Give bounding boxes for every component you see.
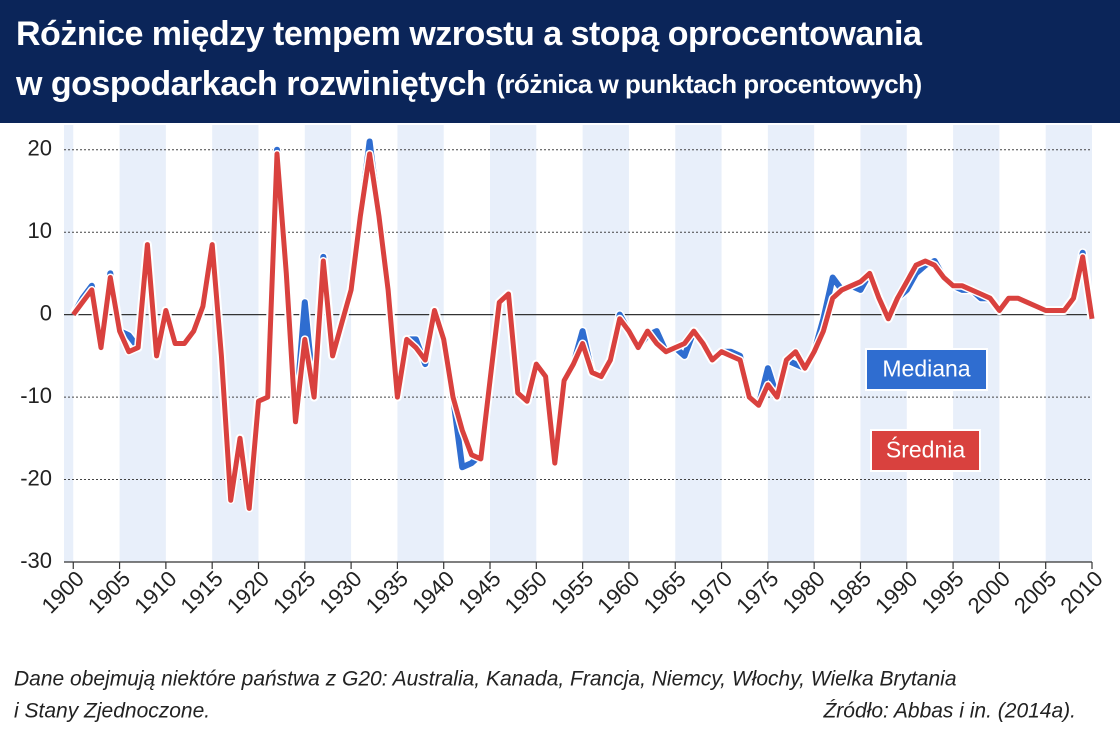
x-tick-label: 1985 [824,566,876,618]
x-tick-label: 1940 [407,566,459,618]
legend-label: Średnia [886,436,965,463]
legend-swatch [865,348,988,391]
band [860,125,907,562]
y-tick-label: -20 [20,465,52,490]
band [64,125,74,562]
y-tick-label: -10 [20,383,52,408]
x-tick-label: 1965 [639,566,691,618]
x-tick-label: 1900 [37,566,89,618]
y-tick-label: 10 [28,218,52,243]
x-tick-label: 1925 [268,566,320,618]
x-tick-label: 1920 [222,566,274,618]
x-tick-label: 1980 [778,566,830,618]
x-tick-label: 1960 [592,566,644,618]
chart-title: w gospodarkach rozwiniętych (różnica w pu… [15,65,922,103]
band [1045,125,1092,562]
chart-subtitle: (różnica w punktach procentowych) [496,69,922,99]
band [953,125,1000,562]
legend-label: Mediana [882,356,970,382]
x-tick-label: 1930 [314,566,366,618]
x-tick-label: 2005 [1009,566,1061,618]
x-tick-label: 1905 [83,566,135,618]
chart-title: w gospodarkach rozwiniętych [15,65,486,103]
note: i Stany Zjednoczone. [14,700,210,723]
x-tick-label: 1945 [453,566,505,618]
x-tick-label: 2000 [963,566,1015,618]
x-tick-label: 2010 [1055,566,1107,618]
y-tick-label: -30 [20,548,52,573]
x-tick-label: 1935 [361,566,413,618]
x-tick-label: 1990 [870,566,922,618]
x-tick-label: 1970 [685,566,737,618]
x-tick-label: 1995 [916,566,968,618]
line [71,151,1095,511]
chart-title: Różnice między tempem wzrostu a stopą op… [16,15,923,53]
band [767,125,815,562]
title-band [0,0,1120,123]
x-tick-label: 1910 [129,566,181,618]
y-tick-label: 20 [28,136,52,161]
y-tick-label: 0 [40,300,52,325]
band [582,125,629,562]
source: Źródło: Abbas i in. (2014a). [822,700,1076,723]
x-tick-label: 1915 [176,566,228,618]
x-tick-label: 1955 [546,566,598,618]
legend-swatch [870,429,981,472]
x-tick-label: 1950 [500,566,552,618]
note: Dane obejmują niektóre państwa z G20: Au… [14,668,957,691]
x-tick-label: 1975 [731,566,783,618]
plot: -30-20-100102019001905191019151920192519… [20,125,1108,618]
